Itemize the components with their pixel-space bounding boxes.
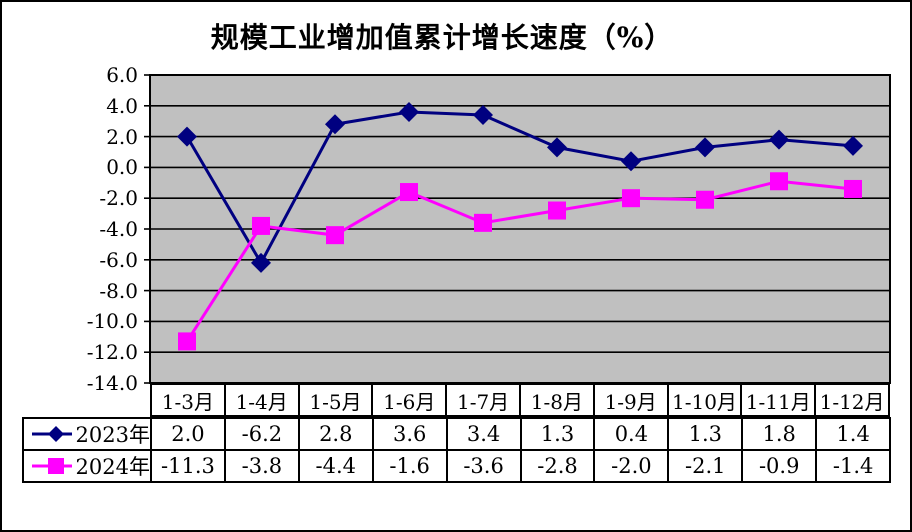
- category-header-cell: 1-8月: [518, 385, 593, 415]
- data-table: 2023年 2.0 -6.2 2.8 3.6 3.4 1.3 0.4 1.3 1.8 1.4 2024…: [22, 417, 891, 483]
- value-cell: -2.8: [519, 451, 594, 481]
- value-cell: 1.4: [815, 419, 889, 449]
- data-point-square-icon: [474, 213, 492, 232]
- table-row-2024年: 2024年 -11.3 -3.8 -4.4 -1.6 -3.6 -2.8 -2.0 -2.1 -0…: [24, 451, 889, 481]
- value-cell: 2.8: [297, 419, 372, 449]
- category-header-cell: 1-6月: [371, 385, 445, 415]
- data-point-square-icon: [326, 226, 344, 245]
- legend-label: 2024年: [75, 455, 150, 479]
- value-cell: -3.8: [223, 451, 298, 481]
- category-header-cell: 1-7月: [445, 385, 519, 415]
- value-cell: -4.4: [297, 451, 372, 481]
- value-cell: -3.6: [445, 451, 520, 481]
- category-header-cell: 1-11月: [740, 385, 814, 415]
- y-axis-label: -4.0: [99, 217, 138, 241]
- value-cell: -1.6: [371, 451, 446, 481]
- value-cell: 1.3: [519, 419, 594, 449]
- chart-title: 规模工业增加值累计增长速度（%）: [210, 21, 674, 54]
- y-axis-label: -2.0: [99, 186, 138, 211]
- data-point-diamond-icon: [325, 114, 345, 135]
- data-point-diamond-icon: [177, 126, 197, 147]
- data-point-square-icon: [622, 189, 640, 208]
- series-line-2023年: [185, 110, 854, 266]
- category-header-cell: 1-3月: [161, 389, 214, 414]
- category-header-cell: 1-9月: [592, 385, 667, 415]
- value-cell: -6.2: [223, 419, 298, 449]
- y-axis-label: 6.0: [106, 63, 138, 87]
- plot-area: [144, 74, 891, 384]
- data-point-diamond-icon: [473, 105, 493, 126]
- data-point-diamond-icon: [251, 252, 271, 273]
- table-row-2023年: 2023年 2.0 -6.2 2.8 3.6 3.4 1.3 0.4 1.3 1.8 1.4: [24, 419, 889, 451]
- category-header-cell: 1-5月: [297, 385, 372, 415]
- data-point-diamond-icon: [769, 129, 789, 150]
- y-axis-label: -14.0: [86, 371, 138, 395]
- category-header-cell: 1-10月: [666, 385, 741, 415]
- data-point-square-icon: [178, 332, 196, 351]
- y-axis-label: -10.0: [86, 309, 138, 334]
- y-axis-label: 0.0: [106, 155, 138, 180]
- legend-key-icon: [32, 458, 72, 474]
- category-header-cell: 1-12月: [814, 385, 888, 415]
- data-point-diamond-icon: [843, 135, 863, 156]
- data-point-diamond-icon: [399, 101, 419, 122]
- value-cell: 0.4: [593, 419, 667, 449]
- data-point-square-icon: [548, 201, 566, 220]
- data-point-diamond-icon: [547, 137, 567, 158]
- y-axis-label: 4.0: [106, 93, 138, 118]
- data-point-square-icon: [252, 216, 270, 235]
- data-point-square-icon: [696, 190, 714, 209]
- y-axis-label: 2.0: [106, 124, 138, 149]
- category-header-cell: 1-4月: [223, 385, 298, 415]
- value-cell: -0.9: [741, 451, 815, 481]
- value-cell: 3.4: [445, 419, 520, 449]
- y-axis-label: -6.0: [99, 247, 138, 272]
- value-cell: -2.1: [667, 451, 741, 481]
- value-cell: 1.8: [741, 419, 815, 449]
- data-point-square-icon: [770, 172, 788, 191]
- y-axis-label: -8.0: [99, 278, 138, 303]
- data-point-square-icon: [400, 183, 418, 202]
- y-axis-label: -12.0: [86, 340, 138, 365]
- legend-label: 2023年: [75, 423, 150, 447]
- category-header-row: 1-3月 1-4月 1-5月 1-6月 1-7月 1-8月 1-9月 1-10月 1-11月 1-…: [150, 383, 890, 417]
- data-point-diamond-icon: [621, 151, 641, 172]
- value-cell: -1.4: [815, 451, 889, 481]
- data-point-diamond-icon: [695, 137, 715, 158]
- legend-cell-2023年: 2023年: [24, 419, 150, 449]
- value-cell: 2.0: [150, 419, 224, 449]
- value-cell: 3.6: [371, 419, 446, 449]
- value-cell: -2.0: [593, 451, 667, 481]
- value-cell: -11.3: [150, 451, 224, 481]
- legend-cell-2024年: 2024年: [24, 451, 150, 481]
- series-line-2024年: [185, 179, 854, 343]
- value-cell: 1.3: [667, 419, 741, 449]
- legend-key-icon: [32, 426, 72, 442]
- data-point-square-icon: [844, 179, 862, 198]
